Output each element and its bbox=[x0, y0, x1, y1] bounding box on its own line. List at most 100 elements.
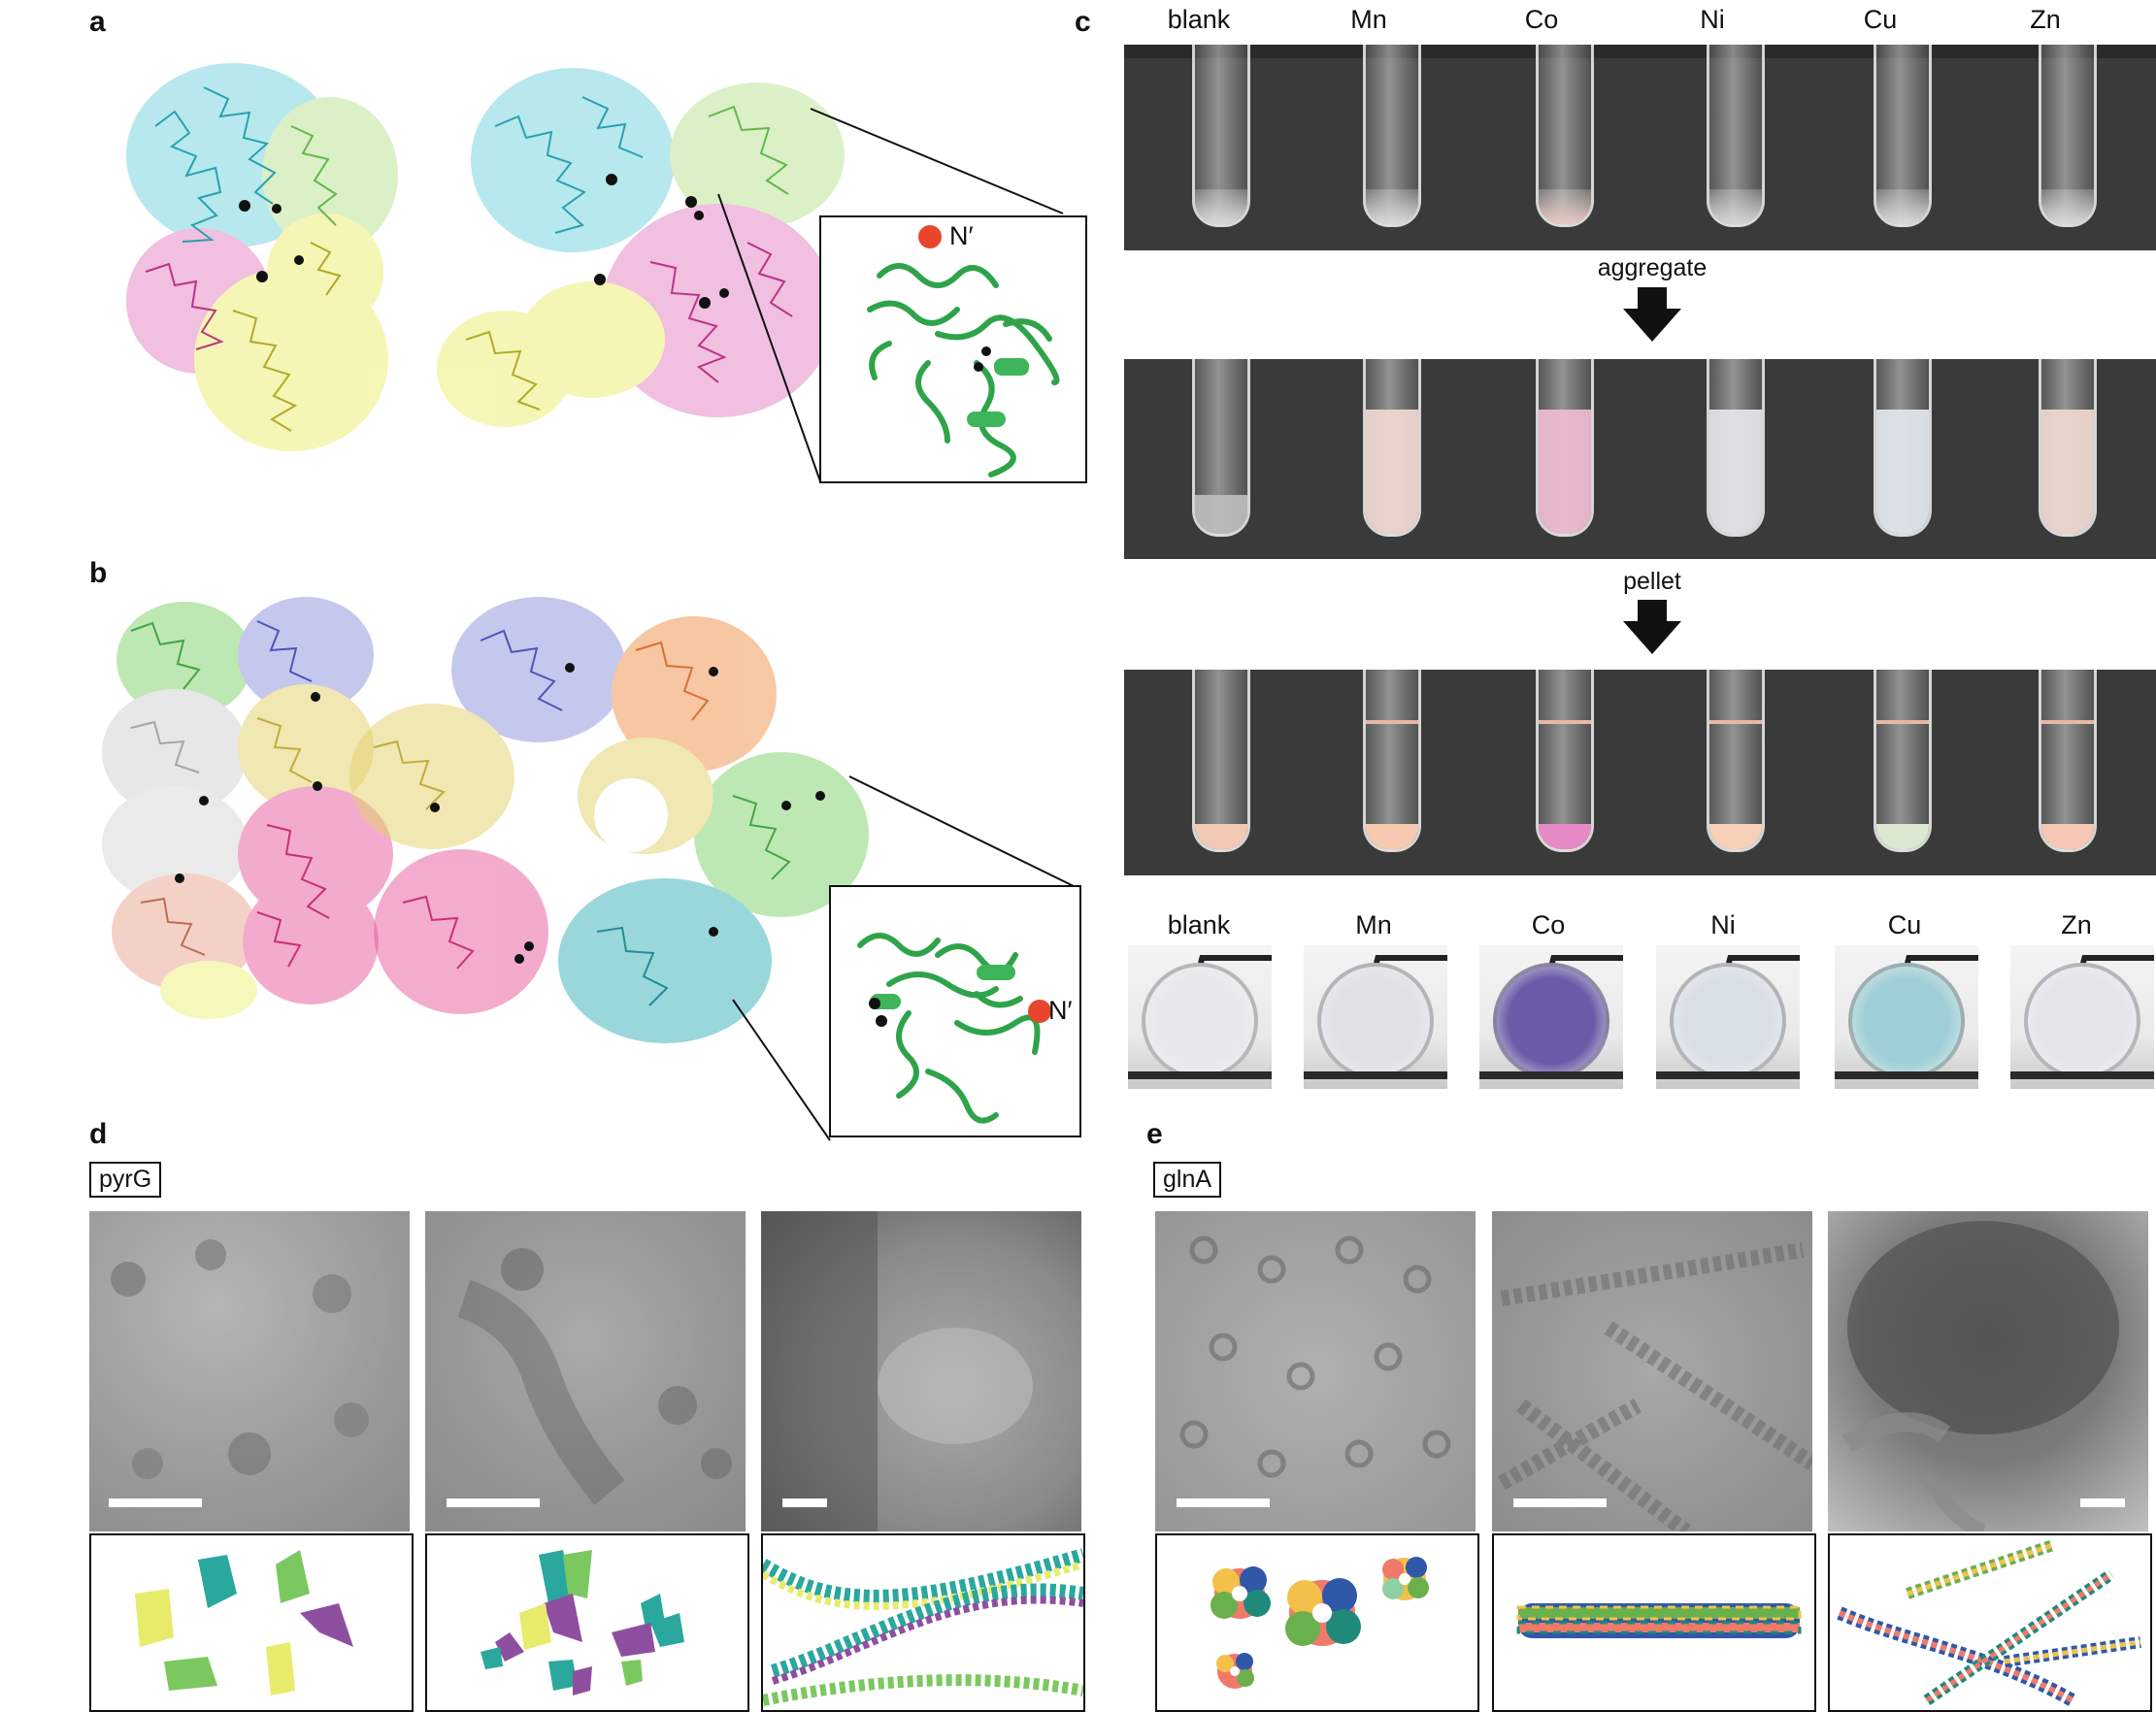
vial-label-co: Co bbox=[1531, 910, 1566, 939]
test-tube bbox=[2039, 45, 2097, 227]
em-texture-d3 bbox=[761, 1211, 1033, 1531]
scale-bar-e3 bbox=[2080, 1498, 2125, 1507]
cartoon-d2 bbox=[425, 1533, 749, 1712]
panel-letter-d: d bbox=[89, 1118, 108, 1150]
cartoon-d1-monomers bbox=[135, 1550, 353, 1696]
vial bbox=[1848, 963, 1965, 1079]
arrow-down-icon-2 bbox=[1623, 600, 1681, 654]
em-micrograph-d2 bbox=[425, 1211, 746, 1531]
vial-photo bbox=[1304, 945, 1447, 1089]
test-tube bbox=[1874, 670, 1932, 852]
cartoon-e2 bbox=[1492, 1533, 1816, 1712]
tube-label-zn: Zn bbox=[2030, 5, 2061, 34]
arrow-down-icon-1 bbox=[1623, 287, 1681, 342]
em-particles-d2 bbox=[457, 1248, 732, 1505]
meniscus-band bbox=[1195, 720, 1247, 724]
vial-photo bbox=[1835, 945, 1978, 1089]
tube-contents bbox=[1876, 824, 1929, 849]
test-tube bbox=[1536, 670, 1594, 852]
em-micrograph-e2 bbox=[1492, 1211, 1812, 1531]
cartoon-e1-dodecamers bbox=[1211, 1557, 1429, 1689]
cartoon-d3-filaments bbox=[763, 1548, 1083, 1706]
test-tube bbox=[2039, 359, 2097, 537]
tube-contents bbox=[1366, 410, 1418, 534]
panel-letter-c: c bbox=[1075, 6, 1091, 38]
em-filaments-e2 bbox=[1498, 1242, 1812, 1531]
meniscus-band bbox=[2041, 720, 2094, 724]
test-tube bbox=[1363, 359, 1421, 537]
step-label-aggregate: aggregate bbox=[1597, 254, 1708, 281]
tube-label-blank: blank bbox=[1167, 5, 1231, 34]
cartoon-e1 bbox=[1155, 1533, 1479, 1712]
tube-contents bbox=[1709, 824, 1762, 849]
vial bbox=[1493, 963, 1609, 1079]
cartoon-d2-tetramers bbox=[481, 1550, 684, 1696]
tube-contents bbox=[1709, 410, 1762, 534]
vial-photo bbox=[1479, 945, 1623, 1089]
test-tube bbox=[1536, 359, 1594, 537]
tube-photo-aggregate bbox=[1124, 359, 2156, 559]
vial-photo bbox=[1656, 945, 1800, 1089]
em-micrograph-d3 bbox=[761, 1211, 1081, 1531]
em-micrograph-e1 bbox=[1155, 1211, 1476, 1531]
panel-letter-e: e bbox=[1146, 1118, 1163, 1150]
vial-base-shadow bbox=[1479, 1071, 1623, 1079]
cartoon-e3 bbox=[1828, 1533, 2152, 1712]
step-label-pellet: pellet bbox=[1623, 568, 1681, 595]
em-rings-e1 bbox=[1179, 1235, 1451, 1478]
scale-bar-d1 bbox=[109, 1498, 202, 1507]
meniscus-band bbox=[1709, 720, 1762, 724]
cartoon-e2-filament bbox=[1516, 1603, 1802, 1638]
cartoon-d3 bbox=[761, 1533, 1085, 1712]
vial-photo bbox=[2010, 945, 2154, 1089]
cartoon-d1 bbox=[89, 1533, 414, 1712]
meniscus-band bbox=[1366, 720, 1418, 724]
em-micrograph-e3 bbox=[1828, 1211, 2148, 1531]
scale-bar-d2 bbox=[447, 1498, 540, 1507]
tube-contents bbox=[1876, 410, 1929, 534]
panel-a-inset: N′ bbox=[819, 215, 1087, 483]
panel-a-inset-protein bbox=[867, 263, 1060, 477]
tube-contents bbox=[2041, 824, 2094, 849]
panel-b-structure-figure bbox=[102, 597, 1078, 1141]
panel-c-tube-labels: blank Mn Co Ni Cu Zn bbox=[1141, 5, 2156, 40]
vial bbox=[2024, 963, 2140, 1079]
test-tube bbox=[2039, 670, 2097, 852]
tube-contents bbox=[1195, 189, 1247, 224]
cartoon-e3-bundles bbox=[1837, 1539, 2141, 1707]
tube-contents bbox=[2041, 189, 2094, 224]
vial-base-shadow bbox=[1304, 1071, 1447, 1079]
test-tube bbox=[1536, 45, 1594, 227]
tube-contents bbox=[1539, 189, 1591, 224]
test-tube bbox=[1192, 45, 1250, 227]
test-tube bbox=[1363, 45, 1421, 227]
em-particles-d1 bbox=[111, 1239, 369, 1479]
vial-label-blank: blank bbox=[1167, 910, 1231, 939]
em-bundles-e3 bbox=[1841, 1221, 2119, 1531]
tag-pyrg: pyrG bbox=[89, 1162, 162, 1198]
scale-bar-d3 bbox=[782, 1498, 827, 1507]
test-tube bbox=[1707, 359, 1765, 537]
tube-label-co: Co bbox=[1524, 5, 1559, 34]
vial bbox=[1142, 963, 1258, 1079]
tube-photo-initial bbox=[1124, 45, 2156, 250]
tube-label-cu: Cu bbox=[1863, 5, 1898, 34]
tube-photo-pellet bbox=[1124, 670, 2156, 875]
test-tube bbox=[1363, 670, 1421, 852]
test-tube bbox=[1707, 45, 1765, 227]
scale-bar-e2 bbox=[1513, 1498, 1607, 1507]
test-tube bbox=[1707, 670, 1765, 852]
panel-a-structures bbox=[97, 49, 1078, 495]
panel-c-vial-labels: blank Mn Co Ni Cu Zn bbox=[1141, 910, 2156, 945]
tube-label-mn: Mn bbox=[1350, 5, 1387, 34]
panel-b-structures bbox=[92, 582, 1092, 1145]
tube-contents bbox=[1195, 824, 1247, 849]
vial-photo bbox=[1128, 945, 1272, 1089]
panel-b-inset: N′ bbox=[829, 885, 1081, 1137]
tube-contents bbox=[1539, 824, 1591, 849]
n-terminus-label-a: N′ bbox=[949, 221, 974, 250]
vial-label-mn: Mn bbox=[1355, 910, 1392, 939]
vial bbox=[1317, 963, 1434, 1079]
test-tube bbox=[1192, 670, 1250, 852]
tube-contents bbox=[1366, 824, 1418, 849]
